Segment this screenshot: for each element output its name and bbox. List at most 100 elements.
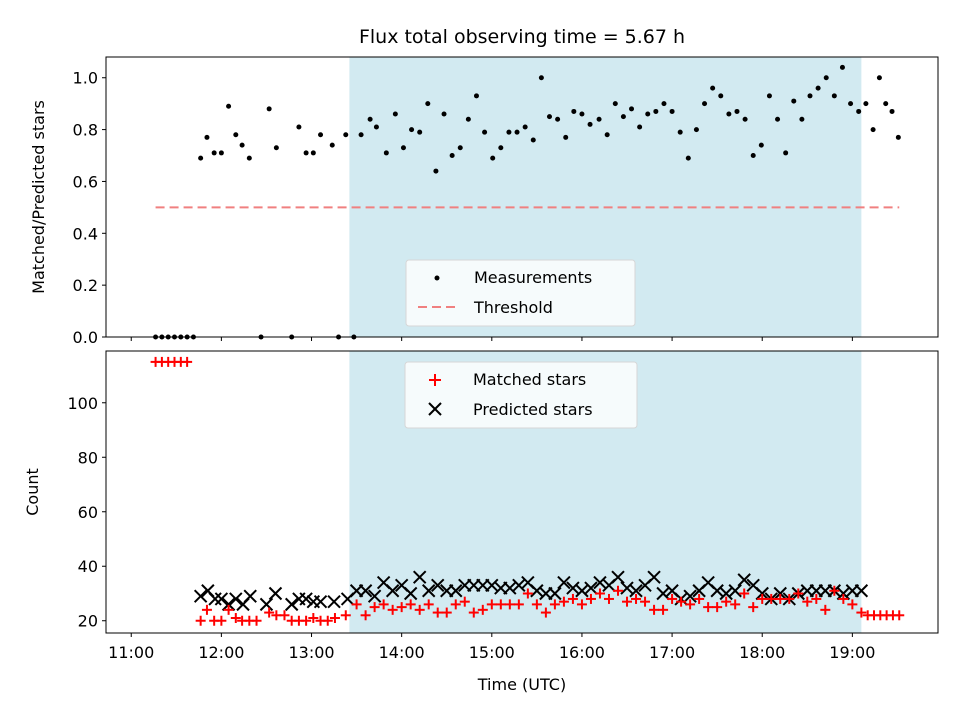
predicted-star-point (719, 586, 733, 601)
matched-star-point (694, 593, 705, 604)
matched-star-point (405, 599, 416, 610)
measurement-point (726, 111, 732, 117)
matched-star-point (622, 596, 633, 607)
matched-star-point (739, 588, 750, 599)
matched-star-point (322, 615, 333, 626)
measurement-point (473, 93, 479, 99)
matched-star-point (703, 602, 714, 613)
x-axis-label: Time (UTC) (477, 675, 566, 694)
top-y-tick-label: 1.0 (73, 69, 98, 88)
predicted-star-point (431, 578, 445, 593)
matched-star-point (712, 602, 723, 613)
bottom-x-tick-label: 15:00 (469, 643, 515, 662)
matched-star-point (603, 593, 614, 604)
bottom-x-tick-label: 12:00 (198, 643, 244, 662)
bottom-x-tick-label: 18:00 (739, 643, 785, 662)
matched-star-point (216, 615, 227, 626)
predicted-star-point (620, 581, 634, 595)
matched-star-point (230, 613, 241, 624)
bottom-panel: 20 40 60 80 100 11:00 12:00 13:00 14:00 15:00 16:… (23, 350, 939, 694)
measurement-point (604, 132, 610, 138)
matched-star-point (459, 596, 470, 607)
matched-star-point (847, 599, 858, 610)
predicted-star-point (836, 586, 851, 601)
bottom-x-tick-label: 13:00 (288, 643, 334, 662)
matched-star-point (631, 593, 642, 604)
predicted-star-point (548, 586, 562, 601)
bottom-x-tick-label: 14:00 (379, 643, 425, 662)
legend-threshold-label: Threshold (473, 298, 553, 317)
measurement-point (895, 134, 901, 140)
measurement-point (400, 145, 406, 151)
measurement-point (889, 108, 895, 114)
top-y-tick-label: 0.2 (73, 276, 98, 295)
matched-star-point (766, 593, 777, 604)
predicted-star-point (403, 586, 418, 601)
bottom-y-tick-label: 80 (78, 448, 98, 467)
matched-star-point (784, 593, 795, 604)
matched-star-point (423, 599, 434, 610)
predicted-star-point (327, 594, 341, 609)
predicted-star-point (193, 589, 208, 603)
matched-star-point (301, 615, 312, 626)
predicted-star-point (584, 581, 598, 595)
top-panel: 0.0 0.2 0.4 0.6 0.8 1.0 Flux total observing … (29, 26, 939, 347)
matched-star-point (549, 599, 560, 610)
legend-measurements-label: Measurements (474, 268, 592, 287)
predicted-star-point (566, 581, 580, 595)
measurement-point (433, 168, 439, 174)
measurement-point (863, 101, 869, 107)
bottom-axes-frame (105, 350, 939, 634)
predicted-star-point (358, 584, 373, 598)
measurement-point (823, 75, 829, 81)
matched-star-point (856, 607, 867, 618)
bottom-x-tick-label: 16:00 (559, 643, 605, 662)
measurement-point (514, 129, 520, 135)
measurement-point (791, 98, 797, 104)
measurement-point (637, 124, 643, 130)
legend-predicted-marker (428, 402, 442, 416)
measurement-point (669, 108, 675, 114)
top-y-tick-label: 0.0 (73, 328, 98, 347)
matched-star-point (820, 604, 831, 615)
measurement-point (449, 153, 455, 159)
measurement-point (392, 111, 398, 117)
matched-star-point (558, 596, 569, 607)
measurement-point (204, 134, 210, 140)
bottom-y-tick-label: 100 (67, 394, 98, 413)
measurement-point (620, 114, 626, 120)
legend-predicted-label: Predicted stars (473, 400, 593, 419)
measurement-point (417, 129, 423, 135)
top-y-tick-label: 0.6 (73, 172, 98, 191)
measurement-point (546, 114, 552, 120)
matched-star-point (223, 604, 234, 615)
matched-star-point (182, 356, 193, 367)
bottom-y-tick-label: 60 (78, 503, 98, 522)
matched-stars-points (150, 356, 905, 626)
measurement-point (530, 137, 536, 143)
measurement-point (883, 101, 889, 107)
matched-star-point (396, 602, 407, 613)
legend-measurements-marker (434, 275, 440, 281)
measurement-point (329, 142, 335, 148)
top-axes-frame (105, 56, 939, 338)
predicted-star-point (449, 584, 463, 598)
measurement-point (233, 132, 239, 138)
measurement-point (815, 85, 821, 91)
predicted-star-point (421, 584, 436, 598)
measurement-point (807, 93, 813, 99)
measurement-point (409, 127, 415, 133)
top-y-ticks: 0.0 0.2 0.4 0.6 0.8 1.0 (73, 69, 106, 347)
measurement-point (661, 101, 667, 107)
predicted-star-point (221, 597, 236, 612)
matched-star-point (195, 615, 206, 626)
bottom-y-axis-label: Count (23, 468, 42, 516)
predicted-star-point (208, 592, 222, 606)
chart-title: Flux total observing time = 5.67 h (359, 26, 685, 48)
matched-star-point (387, 604, 398, 615)
predicted-star-point (503, 581, 517, 595)
predicted-star-point (512, 578, 526, 593)
measurement-point (555, 116, 561, 122)
matched-star-point (685, 599, 696, 610)
predicted-star-point (611, 570, 625, 584)
